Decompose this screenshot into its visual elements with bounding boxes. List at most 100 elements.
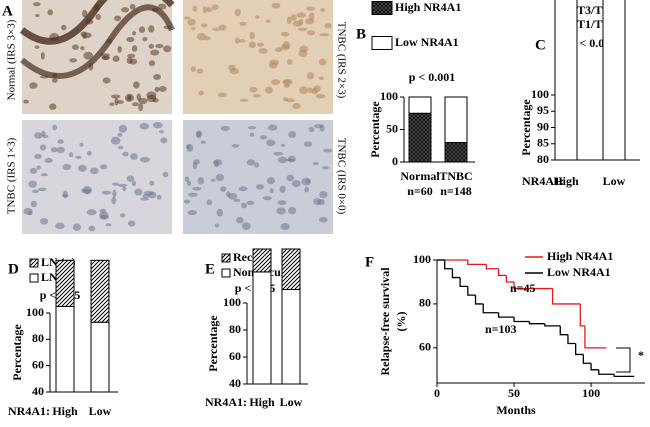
y-tick-label: 60: [419, 340, 431, 354]
nucleus: [315, 94, 326, 99]
bar-segment: [252, 248, 272, 273]
nucleus: [132, 31, 137, 36]
survival-step: [467, 286, 476, 296]
nucleus: [246, 159, 256, 166]
nucleus: [154, 86, 160, 93]
nucleus: [89, 167, 99, 175]
nucleus: [62, 163, 72, 171]
nucleus: [318, 76, 325, 80]
nucleus: [146, 91, 157, 100]
annotation: n=103: [485, 322, 517, 336]
bar-segment: [408, 112, 432, 163]
legend-swatch: [29, 273, 39, 283]
nucleus: [148, 60, 156, 67]
x-prefix: NR4A1:: [522, 174, 564, 188]
nucleus: [150, 49, 160, 56]
survival-step: [459, 277, 468, 288]
nucleus: [216, 208, 224, 217]
nucleus: [248, 41, 256, 49]
nucleus: [116, 100, 124, 104]
nucleus: [71, 44, 79, 50]
y-axis-label: Percentage: [10, 324, 24, 381]
y-axis-label: (%): [394, 312, 408, 332]
nucleus: [262, 196, 272, 201]
nucleus: [200, 140, 206, 144]
nucleus: [227, 193, 238, 200]
nucleus: [187, 209, 197, 216]
nucleus: [197, 177, 205, 185]
annotation: *: [638, 348, 644, 362]
nucleus: [198, 90, 204, 96]
nucleus: [313, 198, 322, 206]
nucleus: [40, 217, 49, 225]
nucleus: [240, 202, 248, 209]
nucleus: [95, 13, 101, 20]
nucleus: [99, 211, 109, 220]
nucleus: [323, 148, 333, 153]
survival-step: [559, 325, 568, 336]
nucleus: [112, 55, 120, 62]
nucleus: [298, 49, 308, 58]
y-tick-label: 60: [229, 349, 241, 363]
nucleus: [138, 26, 146, 33]
nucleus: [318, 58, 327, 66]
x-tick-label: Low: [280, 395, 303, 409]
nucleus: [44, 157, 53, 164]
nucleus: [35, 13, 40, 17]
bar-segment: [55, 259, 75, 307]
y-tick-label: 80: [229, 322, 241, 336]
nucleus: [318, 216, 328, 223]
nucleus: [270, 79, 281, 85]
nucleus: [266, 177, 276, 185]
bar-segment: [90, 259, 110, 323]
legend-label: T1/T2: [577, 17, 608, 31]
panel-letter: B: [356, 26, 366, 42]
nucleus: [234, 37, 240, 44]
survival-step: [444, 260, 453, 270]
nucleus: [202, 5, 207, 14]
nucleus: [86, 150, 92, 156]
nucleus: [183, 16, 191, 20]
nucleus: [319, 33, 330, 37]
nucleus: [158, 130, 164, 134]
nucleus: [158, 85, 167, 92]
nucleus: [269, 61, 278, 69]
nucleus: [129, 58, 138, 65]
nucleus: [68, 152, 74, 158]
nucleus: [255, 15, 260, 19]
bar-segment: [444, 142, 468, 163]
nucleus: [36, 165, 41, 170]
x-axis-label: Months: [496, 403, 536, 417]
nucleus: [117, 183, 128, 188]
nucleus: [235, 216, 244, 224]
survival-step: [474, 295, 484, 305]
nucleus: [117, 145, 124, 150]
bar-segment: [602, 0, 626, 161]
legend-label: High NR4A1: [395, 0, 461, 14]
survival-step: [584, 325, 607, 349]
x-tick-label: High: [553, 174, 579, 188]
bar-segment: [408, 96, 432, 114]
legend-swatch: [221, 253, 231, 263]
nucleus: [86, 209, 97, 216]
nucleus: [47, 9, 54, 16]
nucleus: [82, 9, 88, 18]
nucleus: [148, 43, 154, 49]
nucleus: [291, 179, 301, 188]
nucleus: [152, 122, 163, 129]
survival-step: [505, 275, 515, 283]
nucleus: [305, 18, 315, 25]
nucleus: [124, 93, 135, 102]
legend-label: T3/T4: [577, 3, 608, 17]
nucleus: [30, 200, 37, 208]
survival-step: [485, 264, 499, 270]
nucleus: [231, 144, 240, 148]
micrographs: [19, 0, 333, 234]
nucleus: [32, 189, 39, 194]
nucleus: [281, 31, 290, 37]
nucleus: [111, 94, 121, 99]
duct: [19, 0, 175, 45]
nucleus: [117, 46, 122, 53]
nucleus: [249, 132, 255, 137]
nucleus: [187, 18, 196, 26]
